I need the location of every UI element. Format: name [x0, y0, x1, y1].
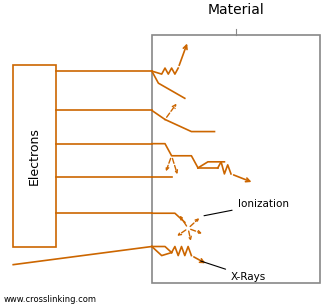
Bar [152, 35, 320, 283]
Text: www.crosslinking.com: www.crosslinking.com [3, 295, 96, 304]
Text: Ionization: Ionization [204, 199, 289, 216]
Text: Electrons: Electrons [28, 127, 41, 185]
Text: X-Rays: X-Rays [201, 261, 266, 282]
Text: Material: Material [208, 3, 264, 17]
Bar [13, 65, 56, 247]
